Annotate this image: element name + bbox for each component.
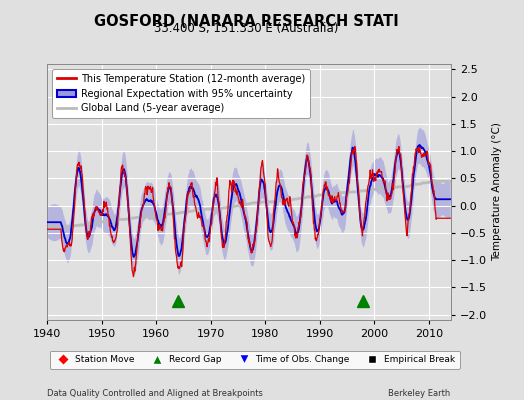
Text: GOSFORD (NARARA RESEARCH STATI: GOSFORD (NARARA RESEARCH STATI: [94, 14, 399, 29]
Legend: Station Move, Record Gap, Time of Obs. Change, Empirical Break: Station Move, Record Gap, Time of Obs. C…: [50, 350, 460, 368]
Text: 33.400 S, 151.330 E (Australia): 33.400 S, 151.330 E (Australia): [154, 22, 339, 35]
Y-axis label: Temperature Anomaly (°C): Temperature Anomaly (°C): [493, 122, 503, 262]
Text: Data Quality Controlled and Aligned at Breakpoints: Data Quality Controlled and Aligned at B…: [47, 389, 263, 398]
Legend: This Temperature Station (12-month average), Regional Expectation with 95% uncer: This Temperature Station (12-month avera…: [52, 69, 310, 118]
Text: Berkeley Earth: Berkeley Earth: [388, 389, 451, 398]
